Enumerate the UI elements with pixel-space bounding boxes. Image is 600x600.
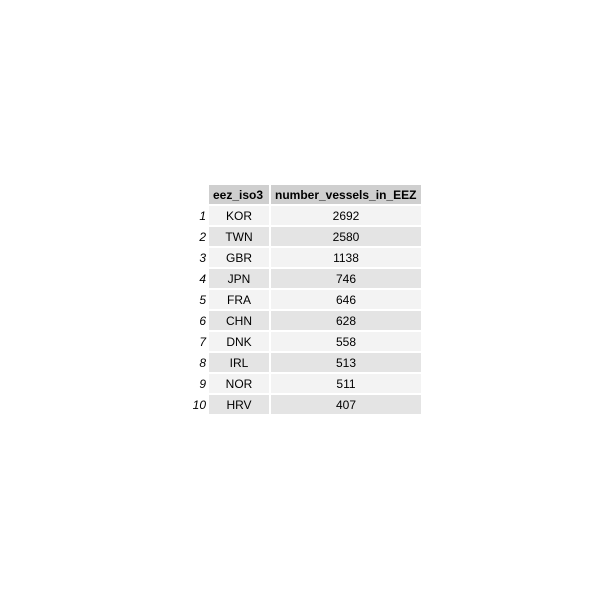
table-row: 4 JPN 746 — [182, 269, 421, 288]
cell-number-vessels: 511 — [271, 374, 421, 393]
cell-number-vessels: 2692 — [271, 206, 421, 225]
cell-number-vessels: 1138 — [271, 248, 421, 267]
cell-number-vessels: 513 — [271, 353, 421, 372]
cell-eez-iso3: FRA — [209, 290, 269, 309]
cell-eez-iso3: DNK — [209, 332, 269, 351]
table-header-row: eez_iso3 number_vessels_in_EEZ — [182, 185, 421, 204]
table-row: 10 HRV 407 — [182, 395, 421, 414]
cell-eez-iso3: TWN — [209, 227, 269, 246]
row-number-header — [182, 185, 207, 204]
results-table-container: eez_iso3 number_vessels_in_EEZ 1 KOR 269… — [180, 183, 423, 416]
cell-number-vessels: 628 — [271, 311, 421, 330]
cell-number-vessels: 2580 — [271, 227, 421, 246]
row-number: 9 — [199, 376, 206, 391]
table-row: 8 IRL 513 — [182, 353, 421, 372]
row-number: 1 — [199, 208, 206, 223]
results-table: eez_iso3 number_vessels_in_EEZ 1 KOR 269… — [180, 183, 423, 416]
cell-eez-iso3: GBR — [209, 248, 269, 267]
row-number: 4 — [199, 271, 206, 286]
table-row: 7 DNK 558 — [182, 332, 421, 351]
cell-eez-iso3: CHN — [209, 311, 269, 330]
table-row: 1 KOR 2692 — [182, 206, 421, 225]
table-row: 9 NOR 511 — [182, 374, 421, 393]
cell-eez-iso3: HRV — [209, 395, 269, 414]
column-header-number-vessels[interactable]: number_vessels_in_EEZ — [271, 185, 421, 204]
row-number: 8 — [199, 355, 206, 370]
row-number: 6 — [199, 313, 206, 328]
cell-eez-iso3: NOR — [209, 374, 269, 393]
cell-eez-iso3: KOR — [209, 206, 269, 225]
table-row: 5 FRA 646 — [182, 290, 421, 309]
cell-number-vessels: 407 — [271, 395, 421, 414]
row-number: 3 — [199, 250, 206, 265]
row-number: 5 — [199, 292, 206, 307]
row-number: 10 — [192, 397, 206, 412]
table-row: 6 CHN 628 — [182, 311, 421, 330]
cell-eez-iso3: JPN — [209, 269, 269, 288]
row-number: 2 — [199, 229, 206, 244]
cell-eez-iso3: IRL — [209, 353, 269, 372]
row-number: 7 — [199, 334, 206, 349]
table-row: 2 TWN 2580 — [182, 227, 421, 246]
column-header-eez-iso3[interactable]: eez_iso3 — [209, 185, 269, 204]
cell-number-vessels: 746 — [271, 269, 421, 288]
cell-number-vessels: 646 — [271, 290, 421, 309]
cell-number-vessels: 558 — [271, 332, 421, 351]
table-row: 3 GBR 1138 — [182, 248, 421, 267]
